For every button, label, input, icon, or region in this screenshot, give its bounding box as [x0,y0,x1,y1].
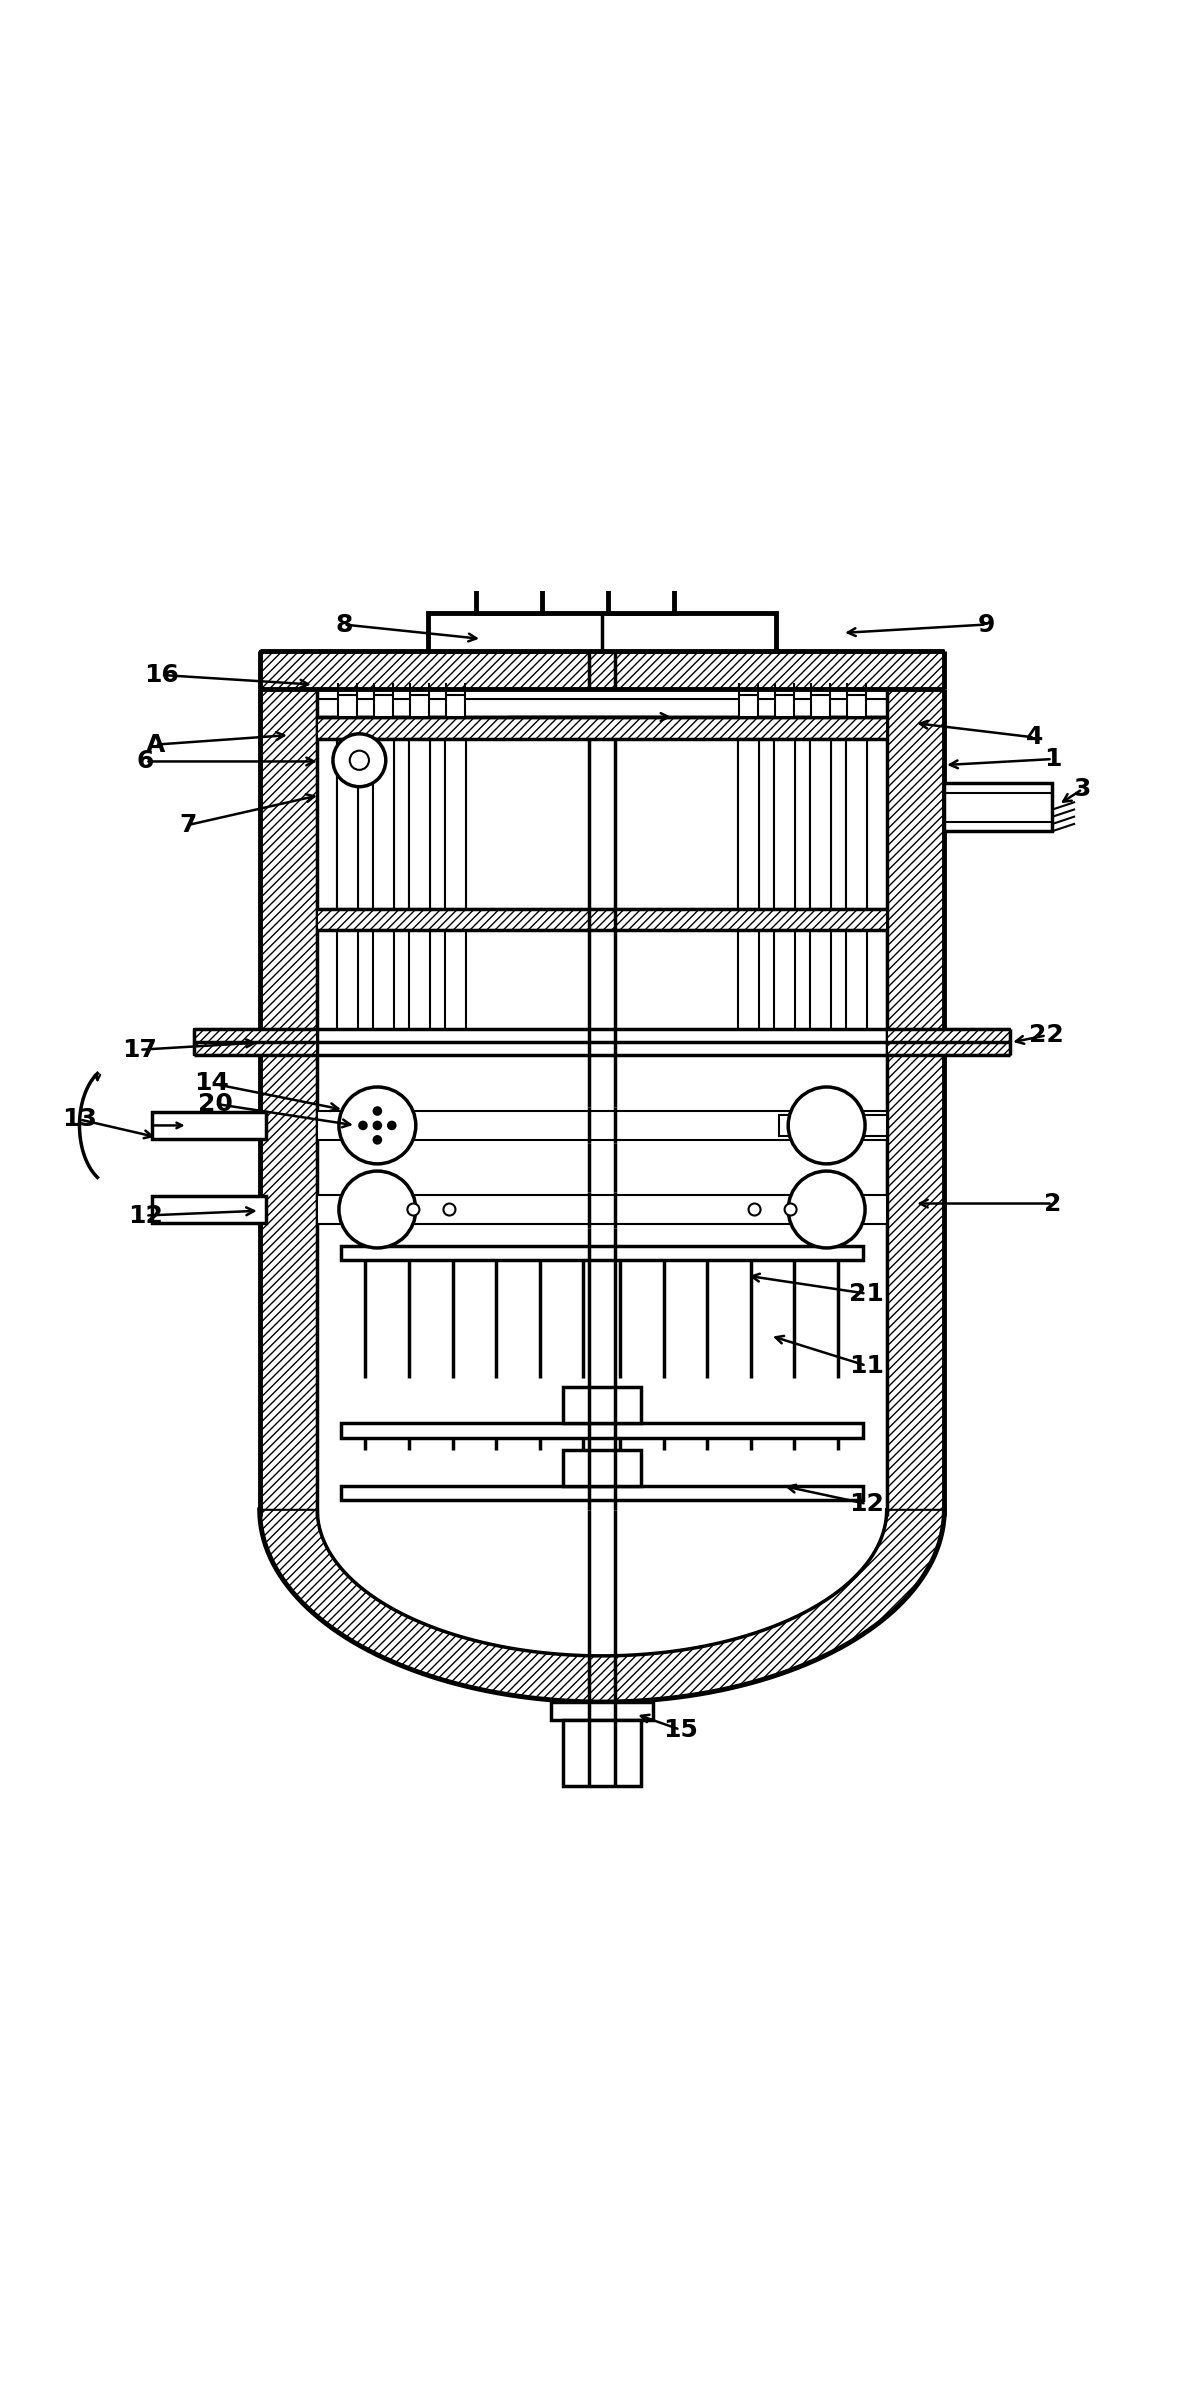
Text: 11: 11 [849,1354,884,1377]
Bar [551,1701,653,1721]
Bar [886,1029,1010,1056]
Bar [409,696,429,717]
Bar [342,1423,862,1437]
Circle shape [749,1203,761,1215]
Bar [848,696,866,717]
Bar [318,910,886,929]
Bar [338,696,356,717]
Bar [152,1113,266,1139]
Circle shape [340,1087,415,1163]
Polygon shape [318,1511,886,1656]
Text: 6: 6 [137,751,154,774]
Bar [337,739,358,910]
Bar [342,1485,862,1501]
Circle shape [349,751,368,770]
Text: A: A [146,732,165,758]
Bar [444,739,466,910]
Bar [944,784,1052,832]
Bar [260,651,944,689]
Circle shape [334,734,385,786]
Circle shape [443,1203,455,1215]
Bar [886,689,944,1511]
Bar [318,689,886,1511]
Bar [372,739,394,910]
Bar [408,739,430,910]
Text: 15: 15 [662,1718,697,1742]
Bar [738,739,760,910]
Text: 12: 12 [849,1492,884,1516]
Circle shape [358,1120,367,1130]
Bar [152,1196,266,1222]
Text: 2: 2 [1044,1192,1061,1215]
Bar [563,1449,641,1485]
Bar [372,739,394,910]
Bar [373,696,393,717]
Text: 8: 8 [335,612,353,636]
Circle shape [372,1120,382,1130]
Bar [846,739,867,910]
Bar [779,1115,886,1137]
Circle shape [372,1134,382,1144]
Text: 22: 22 [1029,1022,1064,1049]
Bar [318,1196,886,1225]
Bar [427,612,777,651]
Text: 7: 7 [179,813,196,836]
Text: 21: 21 [849,1282,884,1306]
Bar [774,739,796,910]
Circle shape [372,1106,382,1115]
Bar [260,689,318,1511]
Circle shape [797,1120,809,1132]
Bar [445,696,465,717]
Bar [194,1029,318,1056]
Circle shape [785,1203,797,1215]
Bar [318,1110,886,1139]
Text: 14: 14 [194,1072,229,1096]
Text: 4: 4 [1026,724,1043,748]
Bar [608,581,674,612]
Bar [810,739,832,910]
Bar [738,739,760,910]
Text: 13: 13 [63,1108,96,1132]
Bar [774,739,796,910]
Bar [444,739,466,910]
Polygon shape [260,1511,944,1701]
Bar [337,739,358,910]
Bar [775,696,795,717]
Bar [810,739,832,910]
Bar [811,696,831,717]
Bar [342,1246,862,1261]
Circle shape [833,1120,845,1132]
Text: 20: 20 [197,1091,232,1115]
Circle shape [789,1087,864,1163]
Bar [739,696,759,717]
Text: 1: 1 [1044,746,1061,772]
Bar [318,689,886,717]
Bar [563,1721,641,1787]
Bar [563,1387,641,1423]
Bar [318,717,886,739]
Text: 3: 3 [1074,777,1091,801]
Bar [408,739,430,910]
Circle shape [407,1203,419,1215]
Circle shape [386,1120,396,1130]
Bar [476,581,542,612]
Bar [586,567,618,581]
Text: 12: 12 [128,1203,163,1227]
Text: 17: 17 [122,1037,157,1063]
Bar [318,739,886,910]
Text: 16: 16 [143,662,178,686]
Circle shape [340,1170,415,1249]
Text: 9: 9 [978,612,995,636]
Bar [846,739,867,910]
Circle shape [789,1170,864,1249]
